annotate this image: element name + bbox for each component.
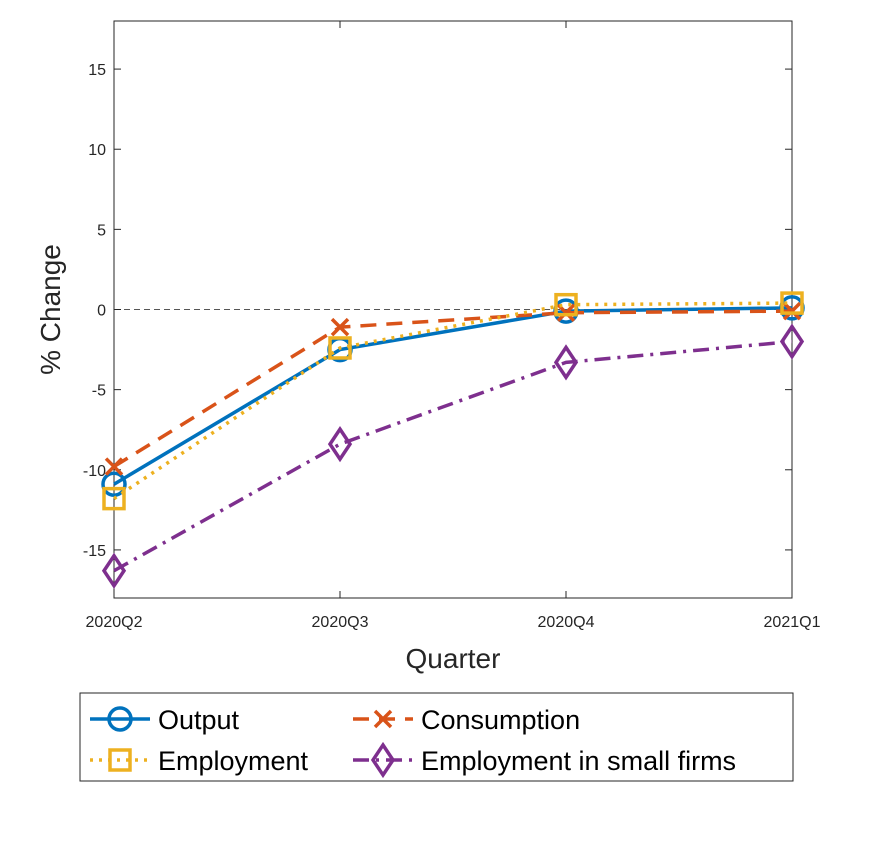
series-layer	[101, 291, 805, 589]
data-point-marker	[328, 336, 352, 360]
data-point-marker	[554, 292, 578, 317]
series-line	[113, 306, 793, 486]
data-point-marker	[330, 317, 350, 337]
axes: -15 -10 -5 0 5 10 15 2020Q2 2020Q3 2020Q4 2021Q1	[83, 20, 821, 631]
data-point-marker	[779, 323, 805, 360]
legend-label: Consumption	[421, 705, 580, 735]
x-tick-label: 2021Q1	[764, 614, 821, 631]
labels-layer: Quarter % Change	[35, 244, 500, 674]
y-tick-label: -15	[83, 543, 106, 560]
legend-marker	[107, 706, 133, 732]
y-tick-label: 10	[88, 142, 106, 159]
data-point-marker	[104, 457, 124, 476]
data-point-marker	[101, 552, 127, 589]
legend-marker	[108, 748, 132, 772]
legend-label: Output	[158, 705, 240, 735]
legend: Output Consumption Employment Employment in…	[79, 692, 794, 782]
data-point-marker	[553, 344, 579, 381]
x-tick-label: 2020Q2	[86, 614, 143, 631]
data-point-marker	[101, 471, 127, 497]
x-tick-label: 2020Q3	[312, 614, 369, 631]
x-tick-label: 2020Q4	[538, 614, 595, 631]
data-point-marker	[780, 291, 804, 315]
x-axis-title: Quarter	[406, 643, 501, 674]
series-line	[113, 301, 793, 501]
y-tick-label: -10	[83, 463, 106, 480]
legend-label: Employment	[158, 746, 309, 776]
legend-marker	[373, 709, 393, 729]
legend-marker	[370, 741, 396, 779]
series-1	[104, 301, 802, 476]
series-2	[102, 291, 804, 511]
legend-label: Employment in small firms	[421, 746, 736, 776]
data-point-marker	[782, 301, 802, 321]
y-tick-label: 5	[97, 222, 106, 239]
y-tick-label: 15	[88, 62, 106, 79]
y-tick-label: 0	[97, 303, 106, 320]
series-3	[101, 323, 805, 589]
data-point-marker	[327, 425, 353, 463]
y-tick-label: -5	[92, 383, 106, 400]
series-line	[113, 309, 793, 469]
y-axis-title: % Change	[35, 244, 66, 375]
data-point-marker	[102, 486, 126, 511]
legend-box	[79, 692, 794, 782]
